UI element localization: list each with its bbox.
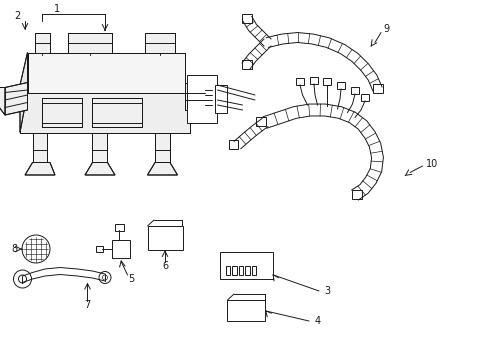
Bar (323, 78, 331, 85)
Circle shape (99, 271, 111, 284)
Polygon shape (42, 98, 82, 127)
Polygon shape (184, 82, 204, 110)
Polygon shape (155, 132, 170, 162)
Circle shape (102, 275, 107, 280)
Bar (227, 300, 264, 321)
Bar (220, 252, 272, 279)
Bar (215, 85, 227, 112)
Bar (336, 82, 345, 89)
Polygon shape (20, 93, 190, 132)
Polygon shape (20, 53, 27, 132)
Bar (242, 60, 251, 69)
Bar (251, 266, 256, 275)
Polygon shape (0, 87, 5, 115)
Polygon shape (147, 162, 177, 175)
Circle shape (14, 270, 31, 288)
Bar (245, 266, 249, 275)
Bar (309, 77, 317, 84)
Text: 1: 1 (54, 4, 61, 14)
Bar (351, 190, 361, 199)
Bar (112, 240, 130, 257)
Polygon shape (5, 82, 27, 115)
Text: 5: 5 (128, 274, 134, 284)
Text: 6: 6 (162, 261, 168, 271)
Polygon shape (145, 32, 175, 53)
Polygon shape (67, 32, 112, 53)
Bar (96, 246, 103, 252)
Bar (232, 266, 237, 275)
Bar (373, 84, 383, 93)
Bar (256, 117, 265, 126)
Polygon shape (27, 53, 184, 93)
Polygon shape (92, 132, 107, 162)
Text: 8: 8 (11, 244, 17, 254)
Circle shape (19, 275, 26, 283)
Polygon shape (92, 98, 142, 127)
Polygon shape (32, 132, 47, 162)
Bar (239, 266, 243, 275)
Bar (147, 226, 182, 250)
Polygon shape (35, 32, 50, 53)
Polygon shape (187, 75, 217, 122)
Polygon shape (25, 162, 55, 175)
Circle shape (22, 235, 50, 263)
Bar (360, 94, 368, 101)
Bar (225, 266, 230, 275)
Bar (228, 140, 238, 149)
Text: 7: 7 (84, 300, 90, 310)
Text: 3: 3 (324, 286, 330, 296)
Bar (242, 13, 251, 22)
Text: 2: 2 (14, 11, 20, 21)
Bar (212, 87, 220, 108)
Bar (115, 224, 124, 231)
Text: 10: 10 (426, 159, 438, 169)
Polygon shape (85, 162, 115, 175)
Text: 9: 9 (382, 24, 388, 34)
Bar (295, 78, 304, 85)
Bar (350, 87, 358, 94)
Text: 4: 4 (314, 316, 320, 326)
Bar (0, 93, 5, 105)
